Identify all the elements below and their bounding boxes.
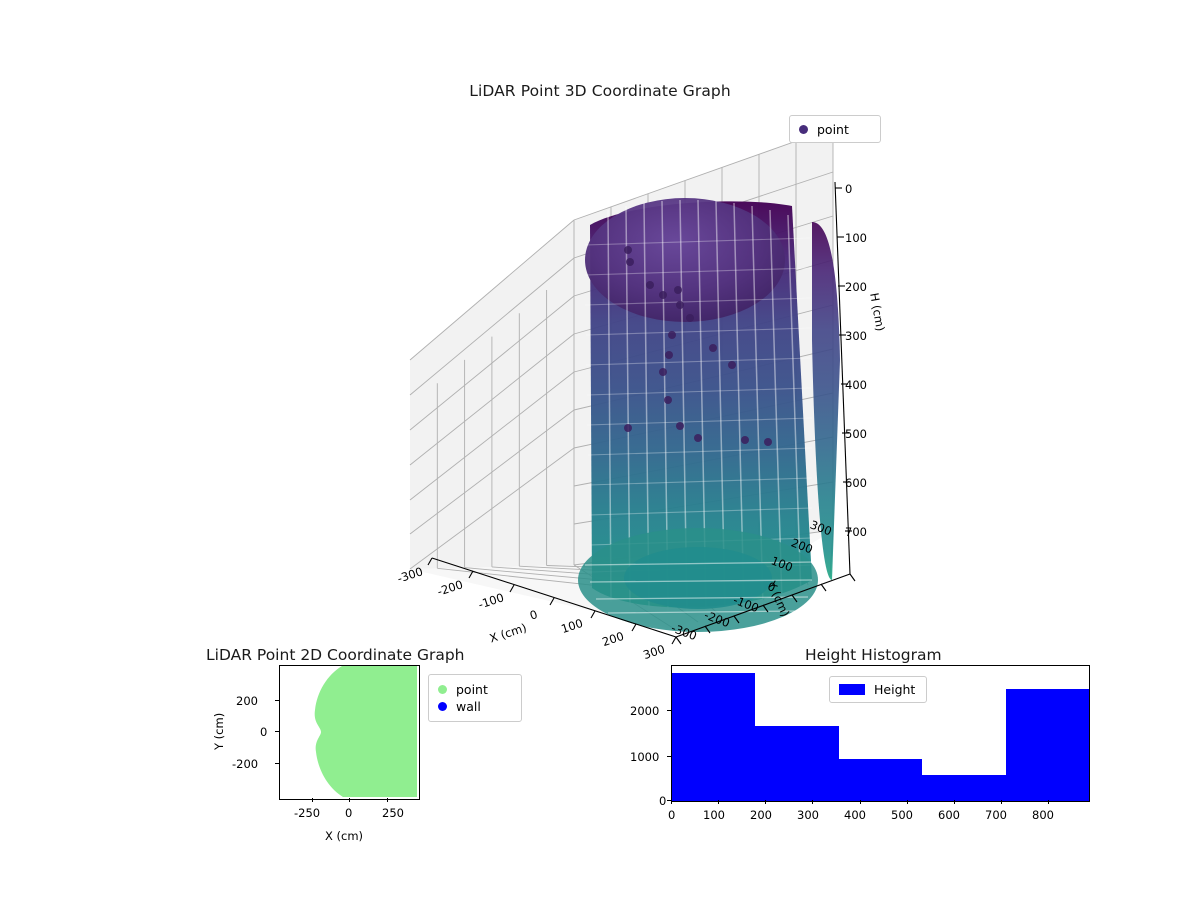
point-marker-icon: [438, 685, 447, 694]
plot2d-axes[interactable]: [279, 665, 420, 800]
plot3d-xticks: [427, 557, 677, 645]
plot3d-yticks: [675, 573, 856, 645]
plot3d-ztick-1: 100: [845, 231, 867, 245]
histogram-title: Height Histogram: [805, 646, 942, 664]
plot2d-title: LiDAR Point 2D Coordinate Graph: [206, 646, 465, 664]
legend-label-point: point: [817, 121, 849, 137]
plot2d-xtickmark-1: [349, 798, 350, 802]
histogram-ytickmark-2: [667, 710, 671, 711]
histogram-ytick-0: 0: [659, 794, 667, 808]
plot3d-ztick-0: 0: [845, 182, 853, 196]
plot2d-xtick-2: 250: [382, 806, 404, 820]
plot3d-ztick-3: 300: [845, 329, 867, 343]
histogram-xtickmark-3: [812, 800, 813, 804]
histogram-xtick-2: 200: [750, 808, 772, 822]
histogram-xtickmark-7: [1001, 800, 1002, 804]
histogram-xtick-4: 400: [844, 808, 866, 822]
histogram-xtick-1: 100: [703, 808, 725, 822]
histogram-ytick-1: 1000: [630, 750, 660, 764]
plot2d-point-region: [314, 666, 417, 797]
histogram-ytickmark-0: [667, 800, 671, 801]
legend-item-point[interactable]: point: [790, 121, 880, 138]
plot2d-xtickmark-2: [387, 798, 388, 802]
histogram-xtickmark-5: [907, 800, 908, 804]
legend-item-height[interactable]: Height: [830, 681, 926, 698]
plot3d-title: LiDAR Point 3D Coordinate Graph: [469, 82, 731, 100]
legend-item-point[interactable]: point: [429, 681, 521, 698]
plot2d-legend[interactable]: point wall: [428, 674, 522, 722]
plot2d-ytick-2: 200: [236, 694, 258, 708]
histogram-xtickmark-1: [718, 800, 719, 804]
histogram-xtick-5: 500: [891, 808, 913, 822]
plot3d-ztick-2: 200: [845, 280, 867, 294]
plot2d-ytickmark-0: [275, 763, 279, 764]
histogram-bar-4[interactable]: [1005, 689, 1089, 801]
plot2d-xtick-0: -250: [294, 806, 321, 820]
plot3d-point-cloud: [578, 198, 840, 632]
histogram-xtick-8: 800: [1032, 808, 1054, 822]
plot2d-canvas: [314, 666, 417, 797]
histogram-xtick-0: 0: [668, 808, 676, 822]
plot3d-ztick-7: 700: [845, 525, 867, 539]
plot2d-ytickmark-2: [275, 700, 279, 701]
histogram-xtickmark-2: [765, 800, 766, 804]
plot3d-canvas: [409, 127, 856, 645]
histogram-bar-2[interactable]: [838, 758, 923, 801]
legend-label-point: point: [456, 682, 488, 697]
wall-marker-icon: [438, 702, 447, 711]
plot2d-xtick-1: 0: [345, 806, 353, 820]
legend-label-height: Height: [874, 682, 916, 697]
histogram-bar-3[interactable]: [922, 775, 1006, 801]
histogram-xtickmark-8: [1048, 800, 1049, 804]
histogram-xtick-3: 300: [797, 808, 819, 822]
plot3d-ztick-6: 600: [845, 476, 867, 490]
histogram-bar-1[interactable]: [755, 725, 839, 801]
histogram-xtick-6: 600: [938, 808, 960, 822]
histogram-legend[interactable]: Height: [829, 676, 927, 703]
legend-label-wall: wall: [456, 699, 481, 714]
histogram-ytickmark-1: [667, 756, 671, 757]
plot3d-ztick-4: 400: [845, 378, 867, 392]
histogram-xtickmark-4: [860, 800, 861, 804]
plot2d-ytick-1: 0: [260, 725, 268, 739]
plot2d-xtickmark-0: [312, 798, 313, 802]
height-patch-icon: [839, 684, 865, 695]
legend-item-wall[interactable]: wall: [429, 698, 521, 715]
plot2d-xlabel: X (cm): [325, 829, 364, 843]
plot2d-ytick-0: -200: [232, 757, 259, 771]
plot2d-ytickmark-1: [275, 731, 279, 732]
histogram-axes[interactable]: [671, 665, 1090, 802]
plot3d-zticks: [835, 187, 852, 532]
plot3d-ztick-5: 500: [845, 427, 867, 441]
point-marker-icon: [799, 124, 808, 134]
histogram-ytick-2: 2000: [630, 704, 660, 718]
plot2d-ylabel: Y (cm): [212, 712, 226, 750]
histogram-bar-0[interactable]: [672, 672, 756, 801]
histogram-xtickmark-0: [671, 800, 672, 804]
plot3d-legend[interactable]: point: [789, 115, 881, 143]
plot3d-axes[interactable]: [380, 110, 940, 655]
histogram-xtickmark-6: [954, 800, 955, 804]
histogram-xtick-7: 700: [985, 808, 1007, 822]
